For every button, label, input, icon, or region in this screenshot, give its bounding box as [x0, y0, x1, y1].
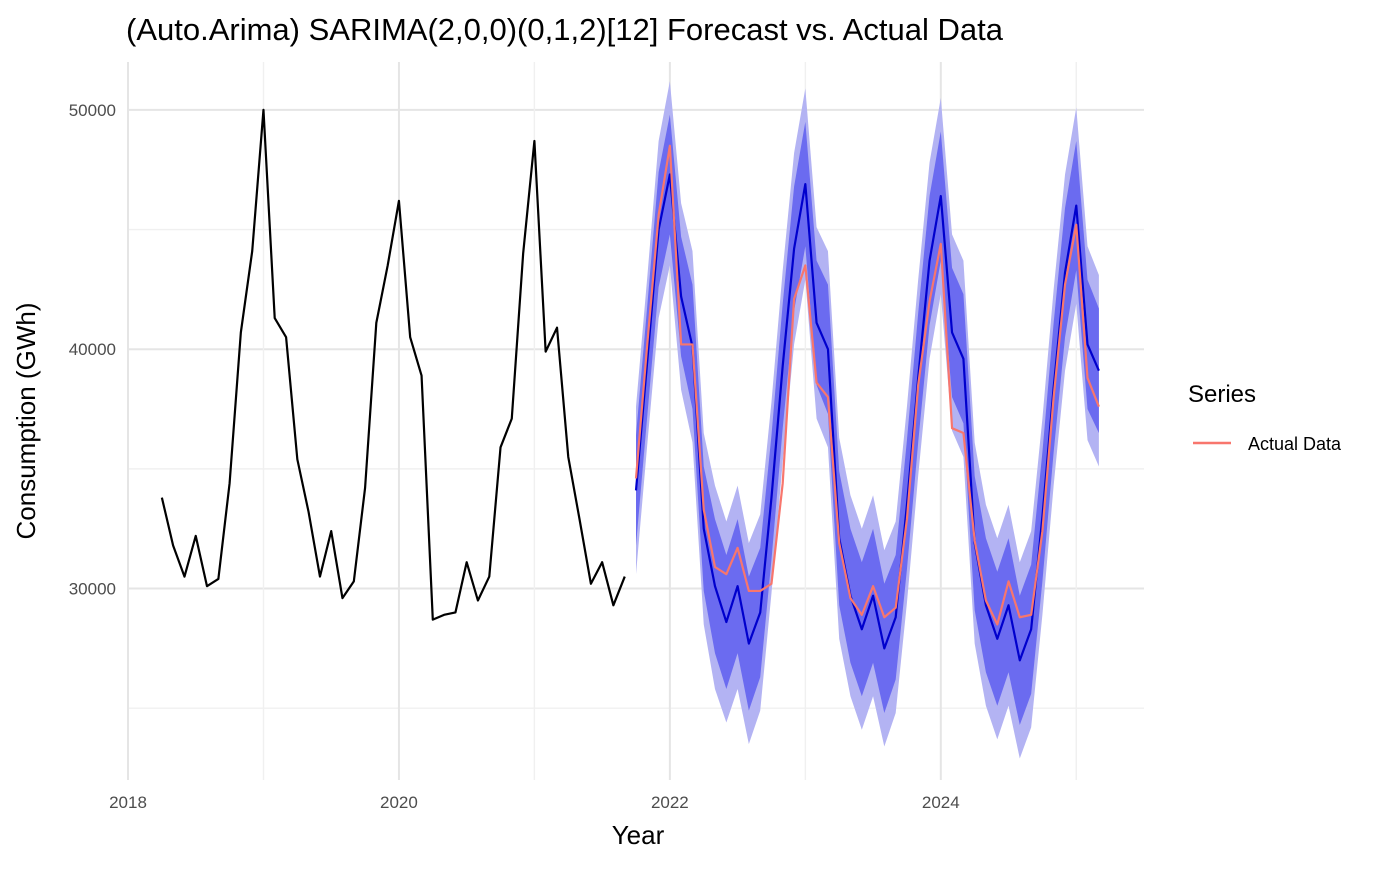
y-tick-label: 50000: [69, 101, 116, 120]
x-tick-label: 2022: [651, 793, 689, 812]
legend: Series Actual Data: [1188, 381, 1342, 454]
legend-title: Series: [1188, 381, 1256, 408]
legend-label-actual-data: Actual Data: [1248, 434, 1342, 454]
x-tick-label: 2018: [109, 793, 147, 812]
series-lines: [160, 108, 1100, 662]
actual-data-line: [634, 144, 1100, 626]
x-axis-ticks: 2018 2020 2022 2024: [109, 793, 960, 812]
chart-title: (Auto.Arima) SARIMA(2,0,0)(0,1,2)[12] Fo…: [126, 12, 1004, 47]
y-axis-title: Consumption (GWh): [11, 303, 41, 540]
forecast-line: [634, 173, 1100, 662]
x-tick-label: 2024: [922, 793, 960, 812]
history-line: [160, 108, 626, 621]
y-tick-label: 40000: [69, 340, 116, 359]
x-tick-label: 2020: [380, 793, 418, 812]
x-axis-title: Year: [612, 820, 665, 850]
y-axis-ticks: 30000 40000 50000: [69, 101, 116, 599]
prediction-bands: [636, 81, 1099, 759]
band-80: [636, 114, 1099, 725]
y-tick-label: 30000: [69, 580, 116, 599]
